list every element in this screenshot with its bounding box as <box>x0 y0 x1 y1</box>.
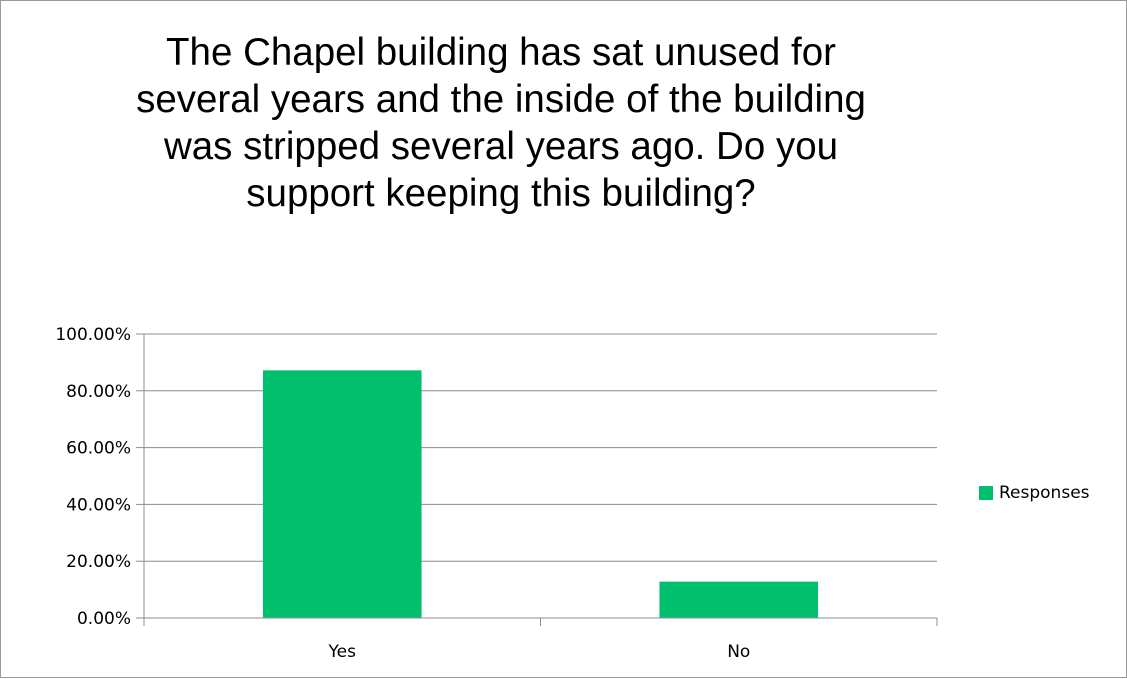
legend-label: Responses <box>999 483 1090 503</box>
legend-swatch-icon <box>979 486 993 500</box>
bar-yes <box>262 370 422 618</box>
tick-labels: 0.00% 20.00% 40.00% 60.00% 80.00% 100.00% Yes N… <box>55 325 750 662</box>
bars <box>262 370 819 618</box>
bar-no <box>659 581 819 618</box>
y-tick-label: 0.00% <box>77 609 131 629</box>
y-tick-label: 100.00% <box>55 325 131 345</box>
chart-title: The Chapel building has sat unused for s… <box>136 31 866 215</box>
y-tick-label: 20.00% <box>66 552 131 572</box>
x-tick-label: Yes <box>328 642 357 662</box>
axes <box>136 333 938 626</box>
legend: Responses <box>979 483 1090 503</box>
y-tick-label: 60.00% <box>66 439 131 459</box>
x-tick-label: No <box>727 642 750 662</box>
y-tick-label: 80.00% <box>66 382 131 402</box>
y-tick-label: 40.00% <box>66 495 131 515</box>
